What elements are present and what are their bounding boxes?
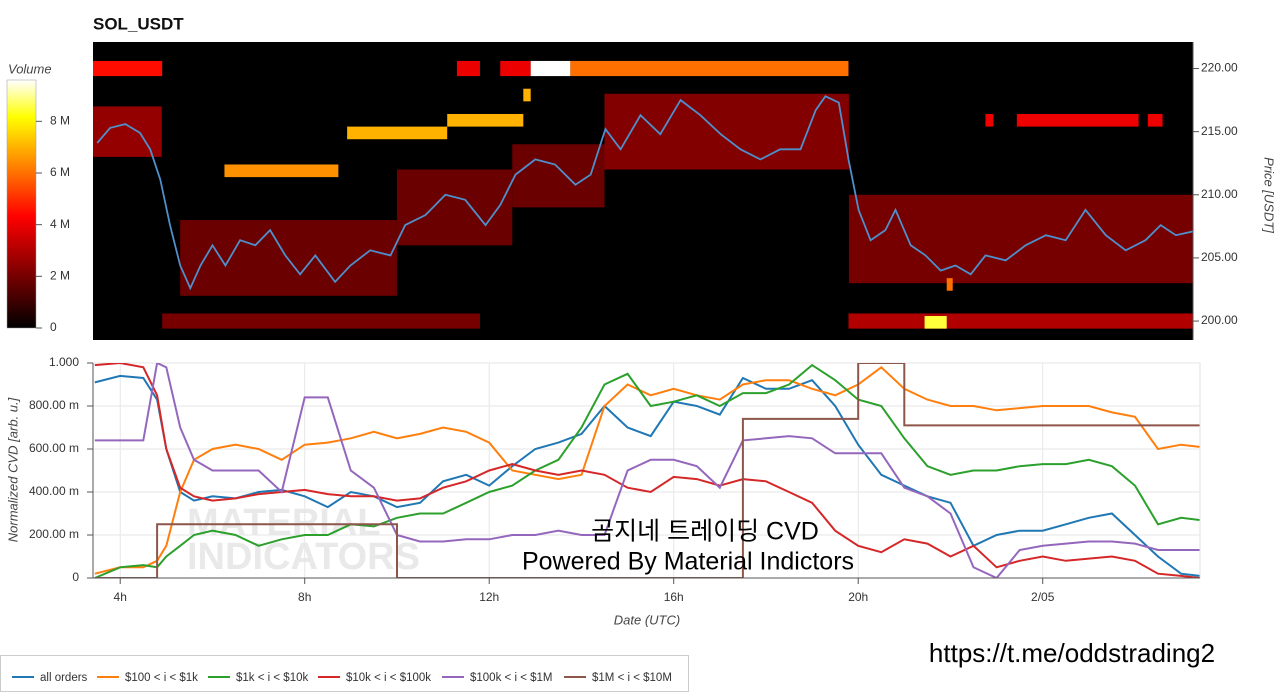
heat-cell: [512, 144, 605, 208]
y-tick-label: 215.00: [1201, 124, 1238, 138]
colorbar-tick-label: 6 M: [50, 165, 70, 179]
legend-label: $100 < i < $1k: [125, 672, 198, 684]
x-tick-label: 16h: [664, 590, 684, 604]
y-tick-label: 205.00: [1201, 250, 1238, 264]
x-tick-label: 2/05: [1031, 590, 1055, 604]
heat-cell: [93, 60, 163, 77]
chart-title: SOL_USDT: [93, 14, 184, 33]
heat-cell: [1147, 113, 1163, 127]
legend-label: $1k < i < $10k: [236, 672, 308, 684]
heat-cell: [224, 164, 339, 178]
y-tick-label: 400.00 m: [29, 484, 79, 498]
y-axis-label: Normalized CVD [arb. u.]: [5, 397, 20, 542]
y-tick-label: 800.00 m: [29, 398, 79, 412]
price-line: [96, 95, 1193, 291]
heat-cell: [848, 194, 1193, 284]
watermark: INDICATORS: [187, 536, 420, 578]
legend-label: $10k < i < $100k: [346, 672, 431, 684]
heat-cell: [456, 60, 480, 77]
heat-cell: [500, 60, 531, 77]
colorbar: [6, 79, 37, 329]
y-tick-label: 220.00: [1201, 61, 1238, 75]
colorbar-tick-label: 4 M: [50, 217, 70, 231]
y-tick-label: 1.000: [49, 355, 79, 369]
y-tick-label: 210.00: [1201, 187, 1238, 201]
heat-cell: [530, 60, 571, 77]
y-tick-label: 200.00 m: [29, 527, 79, 541]
heat-cell: [946, 278, 953, 291]
heat-cell: [162, 313, 480, 329]
heat-cell: [1016, 113, 1139, 127]
legend-label: $1M < i < $10M: [592, 672, 672, 684]
heat-cell: [396, 169, 513, 246]
y-tick-label: 0: [72, 570, 79, 584]
y-axis-label: Price [USDT]: [1262, 157, 1277, 233]
x-tick-label: 20h: [848, 590, 868, 604]
heatmap: [93, 60, 1193, 329]
link-text: https://t.me/oddstrading2: [929, 638, 1215, 668]
x-axis-label: Date (UTC): [614, 612, 680, 627]
annotation: 곰지네 트레이딩 CVD: [591, 518, 819, 546]
heat-cell: [180, 220, 397, 296]
heat-cell: [604, 93, 849, 170]
heat-cell: [924, 316, 947, 329]
heat-cell: [447, 113, 524, 127]
annotation: Powered By Material Indictors: [522, 548, 854, 576]
colorbar-tick-label: 0: [50, 320, 57, 334]
heat-cell: [570, 60, 849, 77]
y-tick-label: 600.00 m: [29, 441, 79, 455]
cvd-line: [94, 363, 1200, 578]
cvd-line: [94, 363, 1200, 578]
colorbar-title: Volume: [8, 61, 52, 76]
heat-cell: [347, 126, 448, 140]
x-tick-label: 8h: [298, 590, 311, 604]
legend: all orders $100 < i < $1k $1k < i < $10k $1…: [0, 655, 689, 692]
legend-label: all orders: [40, 672, 88, 684]
legend-box: [0, 655, 689, 692]
heat-cell: [93, 106, 162, 157]
heat-cell: [523, 88, 531, 102]
cvd-line: [94, 365, 1200, 575]
heat-cell: [985, 113, 994, 127]
cvd-lines: [94, 363, 1200, 578]
x-tick-label: 4h: [114, 590, 127, 604]
colorbar-tick-label: 8 M: [50, 114, 70, 128]
cvd-line: [94, 363, 1200, 578]
x-tick-label: 12h: [479, 590, 499, 604]
legend-label: $100k < i < $1M: [470, 672, 552, 684]
colorbar-tick-label: 2 M: [50, 269, 70, 283]
watermark: MATERIAL: [187, 502, 381, 544]
heat-cell: [848, 313, 1193, 329]
y-tick-label: 200.00: [1201, 313, 1238, 327]
cvd-line: [94, 363, 1200, 578]
